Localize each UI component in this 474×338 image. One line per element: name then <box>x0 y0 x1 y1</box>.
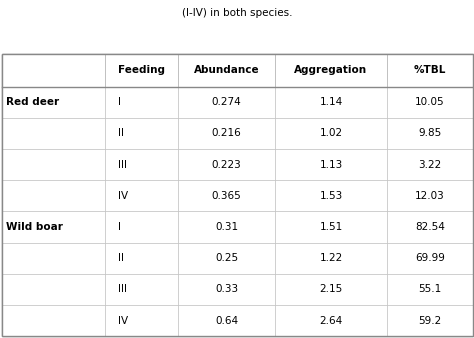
Text: II: II <box>118 128 125 138</box>
Text: Red deer: Red deer <box>6 97 59 107</box>
Text: 2.15: 2.15 <box>319 285 343 294</box>
Text: 2.64: 2.64 <box>319 316 343 326</box>
Text: IV: IV <box>118 316 128 326</box>
Text: 82.54: 82.54 <box>415 222 445 232</box>
Text: Abundance: Abundance <box>194 65 259 75</box>
Text: 0.216: 0.216 <box>212 128 241 138</box>
Text: II: II <box>118 253 125 263</box>
Text: 69.99: 69.99 <box>415 253 445 263</box>
Text: III: III <box>118 285 128 294</box>
Text: 0.31: 0.31 <box>215 222 238 232</box>
Text: I: I <box>118 222 121 232</box>
Text: 55.1: 55.1 <box>418 285 441 294</box>
Text: 1.22: 1.22 <box>319 253 343 263</box>
Text: 0.274: 0.274 <box>212 97 241 107</box>
Text: IV: IV <box>118 191 128 201</box>
Text: III: III <box>118 160 128 170</box>
Text: (I-IV) in both species.: (I-IV) in both species. <box>182 8 292 19</box>
Text: 0.365: 0.365 <box>212 191 241 201</box>
Text: 12.03: 12.03 <box>415 191 445 201</box>
Text: 3.22: 3.22 <box>418 160 441 170</box>
Text: Aggregation: Aggregation <box>294 65 367 75</box>
Text: 1.14: 1.14 <box>319 97 343 107</box>
Text: 1.53: 1.53 <box>319 191 343 201</box>
Text: Wild boar: Wild boar <box>6 222 63 232</box>
Text: 1.02: 1.02 <box>319 128 343 138</box>
Text: %TBL: %TBL <box>414 65 446 75</box>
Text: I: I <box>118 97 121 107</box>
Text: 1.13: 1.13 <box>319 160 343 170</box>
Text: 10.05: 10.05 <box>415 97 445 107</box>
Text: 9.85: 9.85 <box>418 128 441 138</box>
Text: 0.33: 0.33 <box>215 285 238 294</box>
Text: 1.51: 1.51 <box>319 222 343 232</box>
Text: 0.223: 0.223 <box>212 160 241 170</box>
Text: Feeding: Feeding <box>118 65 165 75</box>
Text: 0.64: 0.64 <box>215 316 238 326</box>
Text: 59.2: 59.2 <box>418 316 441 326</box>
Text: 0.25: 0.25 <box>215 253 238 263</box>
